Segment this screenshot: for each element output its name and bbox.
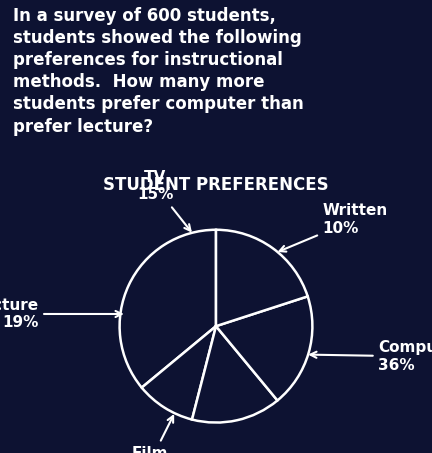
Text: Film
20%: Film 20%: [132, 416, 173, 453]
Text: STUDENT PREFERENCES: STUDENT PREFERENCES: [103, 176, 329, 194]
Wedge shape: [120, 230, 216, 388]
Wedge shape: [216, 230, 308, 326]
Text: TV
15%: TV 15%: [137, 170, 191, 231]
Wedge shape: [216, 296, 312, 400]
Wedge shape: [142, 326, 216, 419]
Text: Written
10%: Written 10%: [280, 203, 388, 251]
Text: In a survey of 600 students,
students showed the following
preferences for instr: In a survey of 600 students, students sh…: [13, 6, 304, 135]
Text: Lecture
19%: Lecture 19%: [0, 298, 121, 330]
Text: Computers
36%: Computers 36%: [311, 340, 432, 373]
Wedge shape: [192, 326, 277, 423]
